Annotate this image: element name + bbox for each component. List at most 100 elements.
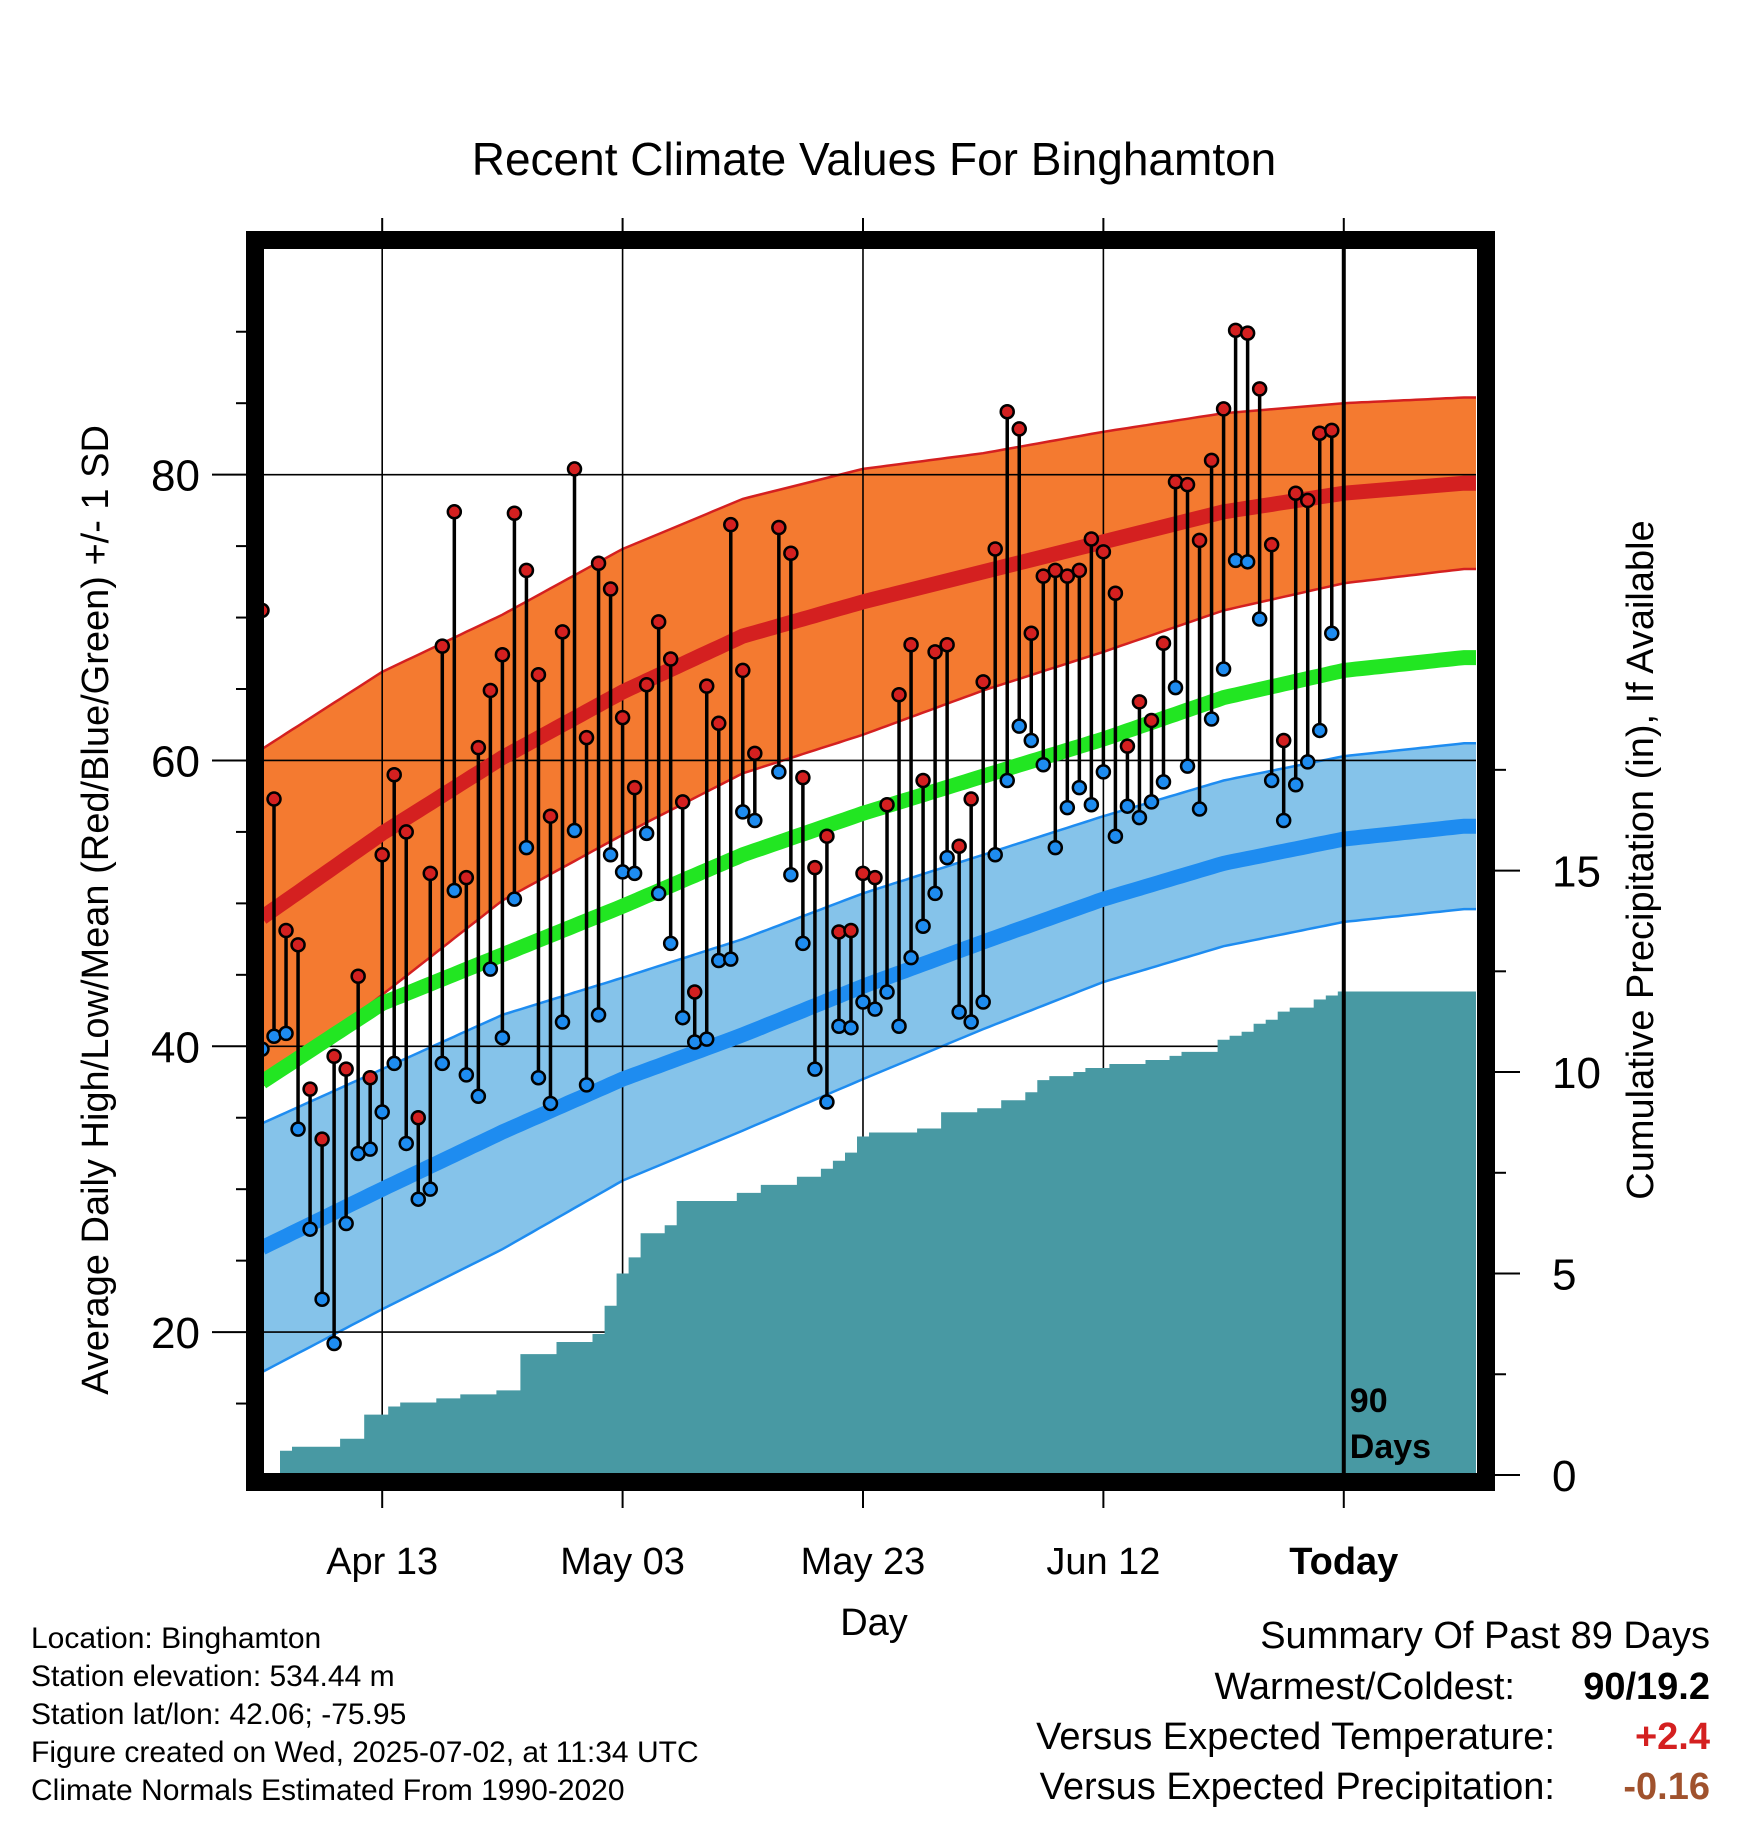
daily-low-point	[314, 1291, 330, 1307]
daily-low-point	[1107, 828, 1124, 844]
daily-low-point	[698, 1031, 715, 1047]
daily-low-point	[590, 1007, 607, 1023]
daily-low-point	[879, 984, 895, 1000]
temperature-departure-row: Versus Expected Temperature: +2.4	[1036, 1712, 1710, 1762]
precipitation-area	[262, 991, 1476, 1475]
daily-low-point	[650, 885, 667, 902]
x-tick-label: May 03	[560, 1541, 685, 1583]
y-tick-label: 60	[151, 737, 200, 786]
daily-low-point	[326, 1335, 342, 1352]
daily-low-point	[891, 1018, 907, 1035]
daily-high-point	[578, 729, 595, 746]
daily-high-point	[566, 461, 583, 477]
daily-high-point	[338, 1061, 354, 1077]
daily-high-point	[771, 519, 787, 536]
daily-low-point	[1167, 679, 1184, 696]
daily-low-point	[1047, 839, 1064, 856]
daily-high-point	[1035, 568, 1052, 584]
daily-low-point	[951, 1004, 967, 1020]
high-band-lower-edge	[261, 567, 1476, 1088]
daily-low-point	[398, 1135, 414, 1152]
daily-high-point	[1191, 532, 1208, 549]
daily-high-point	[1275, 732, 1292, 749]
daily-high-point	[1239, 325, 1256, 341]
plot-frame: 90 Days	[246, 231, 1495, 1491]
daily-high-point	[903, 636, 919, 653]
daily-high-point	[1023, 625, 1040, 642]
daily-low-point	[290, 1121, 306, 1137]
daily-high-point	[1215, 401, 1232, 417]
daily-points	[254, 322, 1340, 1352]
daily-low-point	[1035, 757, 1052, 773]
daily-low-point	[338, 1215, 354, 1232]
daily-low-point	[638, 825, 655, 842]
daily-low-point	[819, 1094, 835, 1110]
x-tick-label: May 23	[801, 1541, 926, 1583]
y-tick-label: 20	[151, 1309, 200, 1358]
temperature-departure-value: +2.4	[1634, 1716, 1710, 1758]
daily-low-point	[1287, 777, 1304, 793]
daily-high-point	[1047, 562, 1064, 579]
normal-high-line	[257, 475, 1476, 924]
daily-high-point	[1071, 562, 1088, 579]
daily-high-point	[458, 869, 475, 886]
daily-low-point	[1119, 798, 1136, 814]
summary-panel: Summary Of Past 89 Days Warmest/Coldest:…	[1036, 1610, 1710, 1812]
daily-low-point	[915, 918, 931, 934]
summary-title: Summary Of Past 89 Days	[1260, 1615, 1710, 1657]
daily-low-point	[1095, 764, 1112, 780]
low-sd-band	[262, 743, 1476, 1373]
daily-high-point	[1251, 381, 1268, 397]
daily-high-point	[314, 1131, 330, 1147]
plot-border	[246, 231, 1495, 1491]
daily-low-point	[927, 885, 943, 902]
daily-low-point	[783, 867, 799, 883]
daily-high-point	[542, 808, 559, 824]
axes: 20 40 60 80 0 5 10 15 Apr 13 May 03 May 23 Jun 12 To…	[151, 218, 1601, 1583]
daily-low-point	[1191, 801, 1208, 817]
daily-high-point	[398, 824, 414, 840]
daily-high-point	[1324, 422, 1340, 439]
daily-low-point	[1239, 554, 1256, 570]
today-label-line1: 90	[1350, 1382, 1388, 1420]
daily-low-point	[482, 961, 499, 977]
daily-low-point	[1299, 754, 1316, 770]
daily-low-point	[410, 1191, 427, 1207]
daily-high-point	[446, 504, 463, 520]
daily-low-point	[867, 1001, 883, 1017]
daily-low-point	[566, 822, 583, 839]
daily-stems	[260, 330, 1334, 1344]
daily-high-point	[1155, 635, 1172, 652]
daily-high-point	[386, 767, 402, 783]
daily-high-point	[1059, 568, 1076, 584]
daily-high-point	[927, 644, 943, 660]
daily-low-point	[1275, 812, 1292, 829]
normal-mean-line	[257, 650, 1476, 1089]
daily-low-point	[843, 1019, 859, 1036]
daily-low-point	[807, 1061, 823, 1077]
daily-low-point	[1324, 625, 1340, 642]
daily-high-point	[362, 1069, 378, 1086]
y2-axis-label: Cumulative Precipitation (in), If Availa…	[1620, 520, 1662, 1199]
daily-low-point	[999, 772, 1015, 789]
daily-high-point	[975, 674, 991, 690]
daily-high-point	[494, 646, 511, 663]
y-tick-label: 80	[151, 452, 200, 501]
daily-high-point	[735, 662, 751, 679]
daily-low-point	[1203, 711, 1220, 727]
daily-low-point	[1143, 794, 1160, 810]
x-tick-label: Today	[1289, 1541, 1398, 1583]
daily-low-point	[1131, 809, 1148, 826]
created-text: Figure created on Wed, 2025-07-02, at 11…	[31, 1736, 699, 1769]
daily-high-point	[278, 922, 294, 939]
daily-high-point	[590, 555, 607, 572]
daily-high-point	[302, 1081, 318, 1097]
daily-low-point	[458, 1067, 475, 1083]
daily-high-point	[350, 968, 366, 985]
y2-tick-label: 5	[1552, 1251, 1576, 1300]
y2-tick-label: 0	[1552, 1452, 1576, 1501]
daily-low-point	[542, 1095, 559, 1112]
station-info: Location: Binghamton Station elevation: …	[31, 1620, 699, 1810]
daily-high-point	[747, 745, 763, 762]
daily-low-point	[1155, 774, 1172, 790]
